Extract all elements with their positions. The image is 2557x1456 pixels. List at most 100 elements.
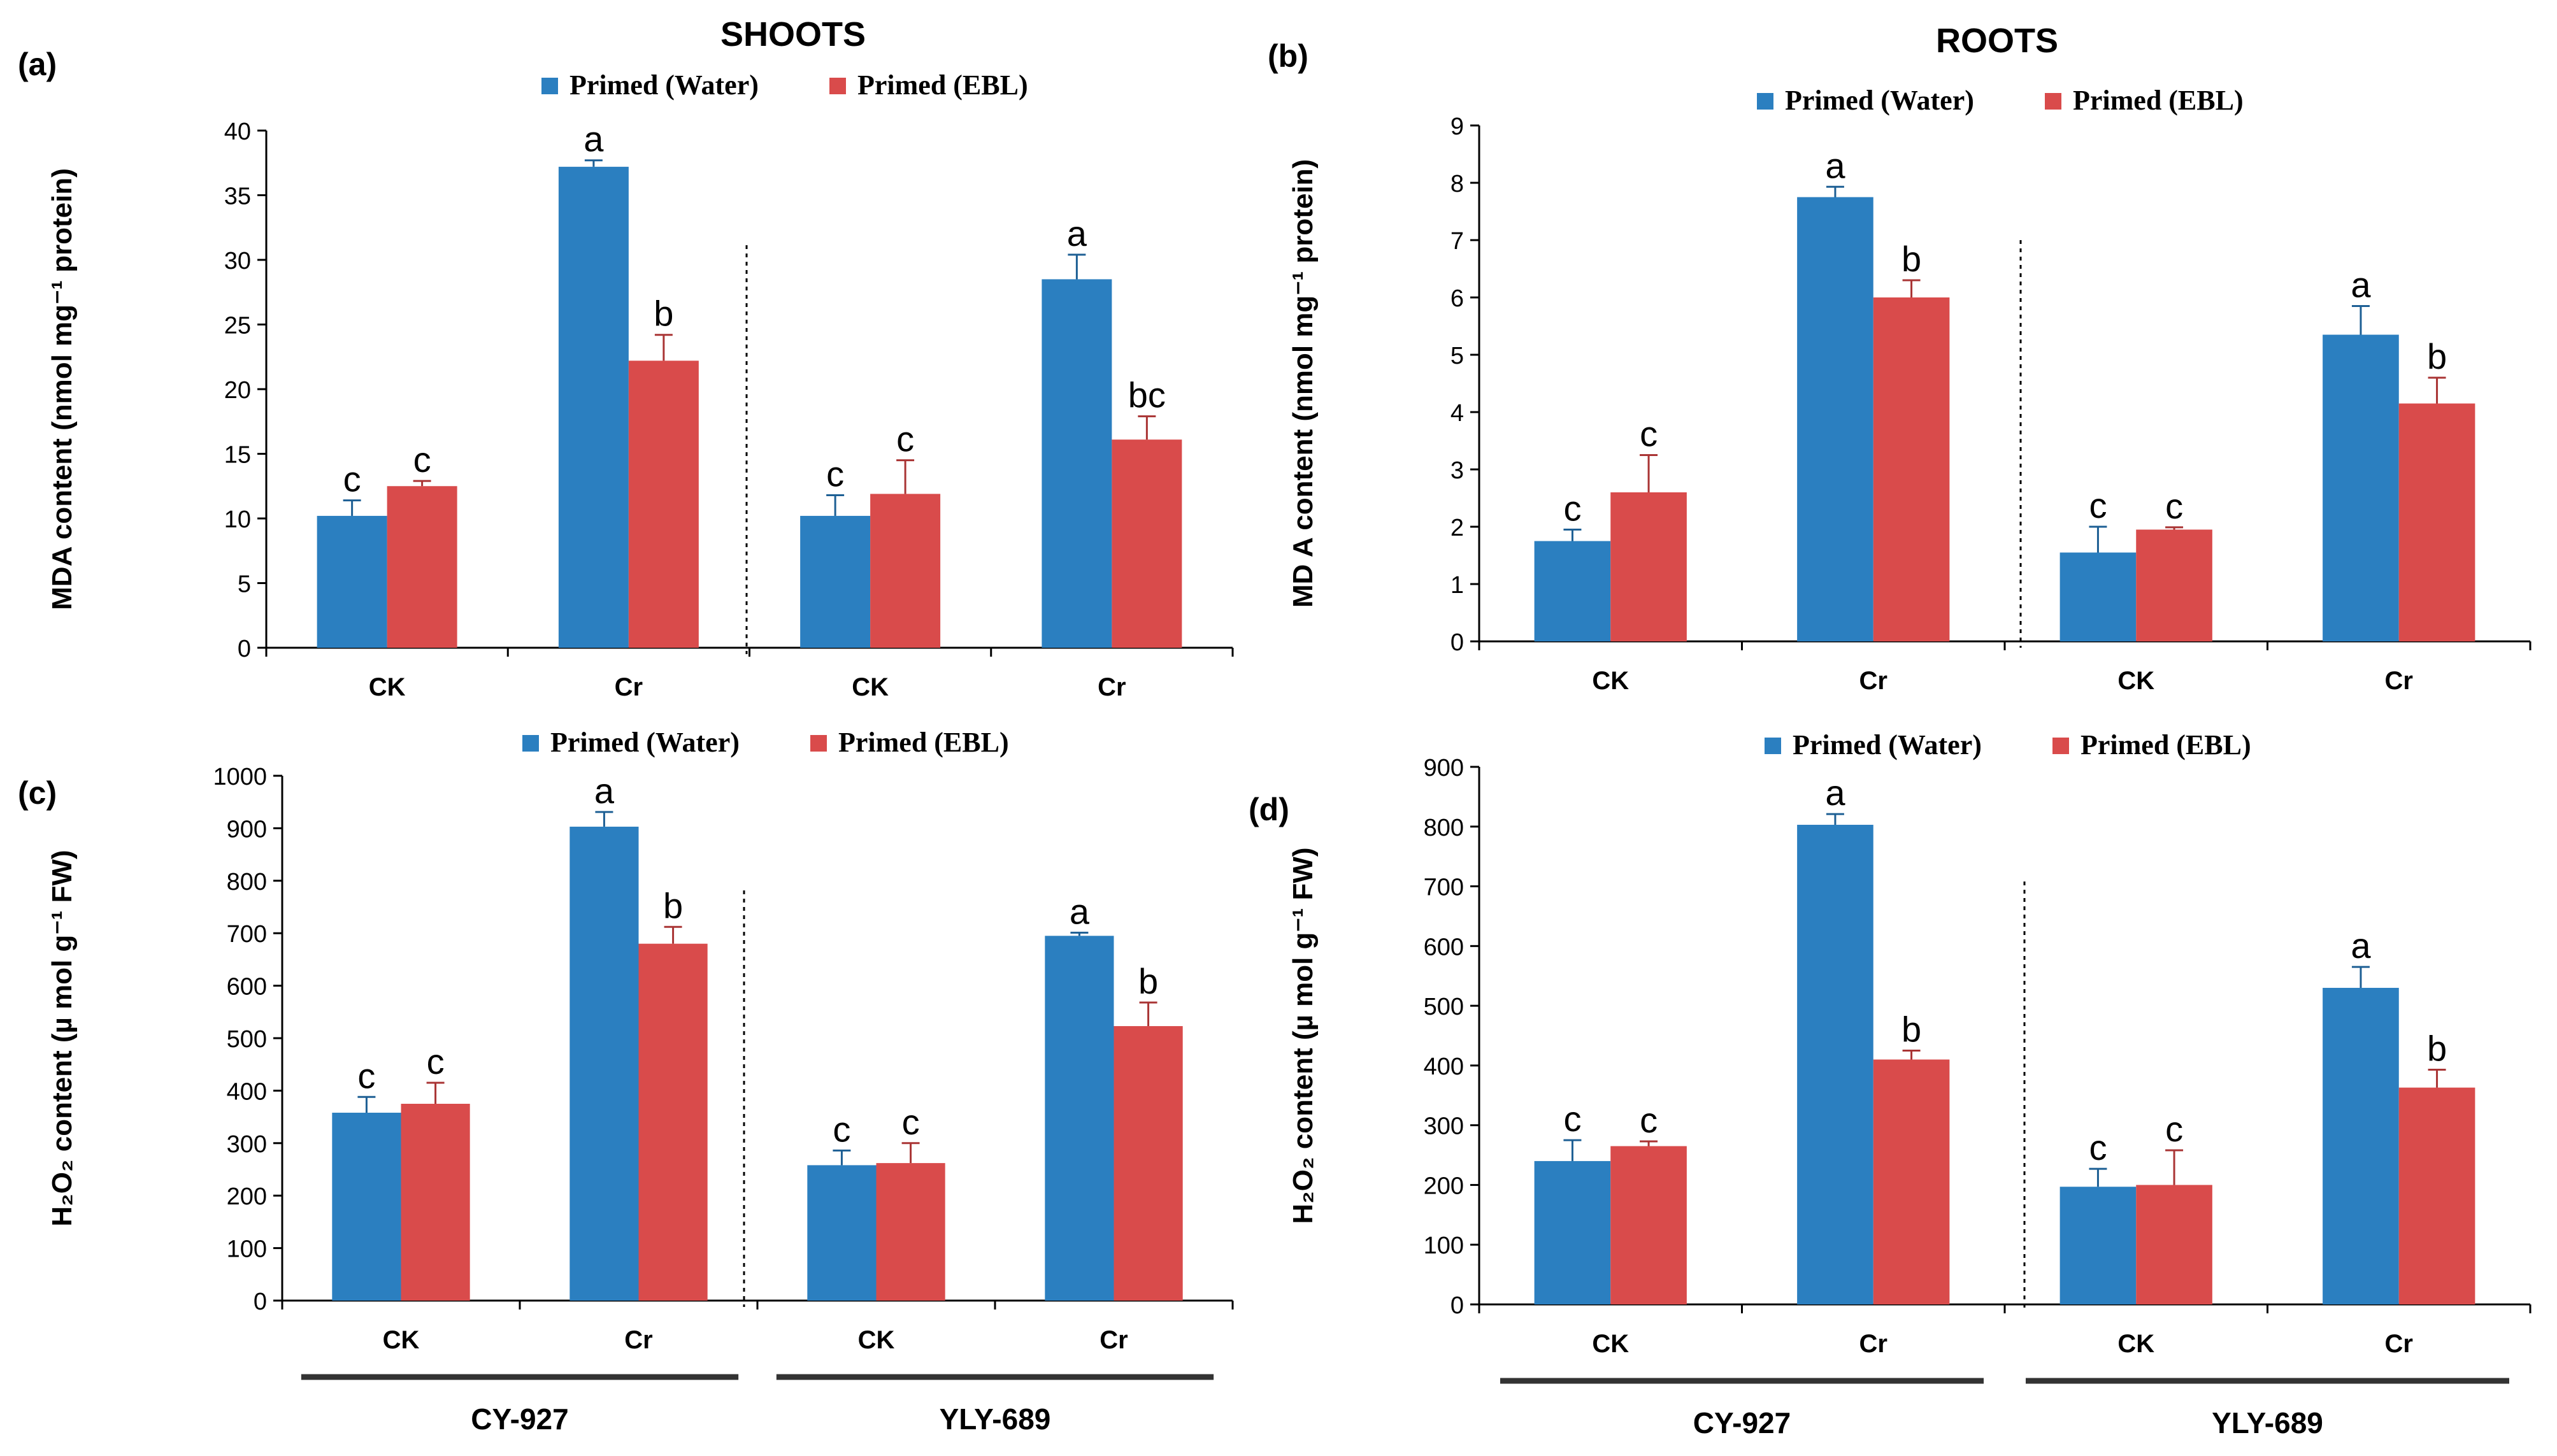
chart-panel-d: (d) Primed (Water) Primed (EBL) 0 100 200 300 4… <box>1249 729 2532 1439</box>
legend-label-water: Primed (Water) <box>1785 85 1974 116</box>
legend-swatch-water <box>1757 93 1773 110</box>
bar-water-3 <box>2323 987 2399 1304</box>
roots-header: ROOTS <box>1936 22 2058 60</box>
bar-water-1 <box>558 166 629 648</box>
bar-water-0 <box>1534 1160 1611 1304</box>
y-tick-label: 5 <box>1450 343 1464 369</box>
chart-panel-b: (b) Primed (Water) Primed (EBL) 0 1 2 3 4 5 6 7 8 9 M… <box>1268 38 2532 695</box>
legend-swatch-ebl <box>829 78 846 94</box>
bar-water-1 <box>1797 824 1873 1304</box>
legend-label-water: Primed (Water) <box>569 69 759 101</box>
bar-ebl-2 <box>876 1163 945 1301</box>
cultivar-label: YLY-689 <box>2212 1406 2323 1439</box>
y-tick-label: 100 <box>227 1236 267 1263</box>
significance-letter: c <box>833 1109 850 1149</box>
significance-letter: b <box>654 294 673 334</box>
bar-ebl-0 <box>1610 492 1687 641</box>
legend: Primed (Water) Primed (EBL) <box>522 727 1009 758</box>
x-category-label: Cr <box>1098 673 1126 701</box>
legend-swatch-water <box>1765 738 1781 754</box>
bar-ebl-0 <box>387 486 457 648</box>
bar-ebl-1 <box>1873 1059 1950 1304</box>
y-tick-label: 800 <box>1424 815 1464 841</box>
x-category-label: CK <box>852 673 889 701</box>
y-tick-label: 4 <box>1450 400 1464 427</box>
y-tick-label: 15 <box>224 442 251 469</box>
y-tick-label: 0 <box>1450 629 1464 656</box>
y-tick-label: 200 <box>1424 1173 1464 1199</box>
significance-letter: c <box>2165 1109 2183 1149</box>
legend-label-water: Primed (Water) <box>1793 729 1982 760</box>
y-tick-label: 200 <box>227 1183 267 1210</box>
significance-letter: c <box>2089 1127 2107 1167</box>
legend-swatch-ebl <box>2045 93 2061 110</box>
bar-water-0 <box>317 515 387 648</box>
significance-letter: c <box>357 1055 375 1096</box>
x-category-label: Cr <box>615 673 643 701</box>
significance-letter: c <box>902 1102 920 1142</box>
x-category-label: Cr <box>624 1326 652 1354</box>
y-tick-label: 8 <box>1450 171 1464 197</box>
bar-ebl-3 <box>2398 1087 2475 1304</box>
bar-water-1 <box>569 826 639 1301</box>
y-tick-label: 5 <box>238 571 251 598</box>
bar-water-2 <box>807 1165 877 1301</box>
significance-letter: c <box>2089 485 2107 525</box>
bar-ebl-1 <box>638 943 708 1301</box>
legend-label-ebl: Primed (EBL) <box>857 69 1028 101</box>
bar-water-2 <box>800 515 871 648</box>
bar-ebl-0 <box>401 1104 470 1301</box>
y-tick-label: 600 <box>1424 934 1464 960</box>
significance-letter: c <box>427 1041 445 1081</box>
bar-water-0 <box>332 1113 401 1301</box>
legend-label-ebl: Primed (EBL) <box>838 727 1009 758</box>
shoots-header: SHOOTS <box>720 15 866 54</box>
y-tick-label: 0 <box>238 636 251 662</box>
significance-letter: b <box>1902 1009 1921 1049</box>
significance-letter: a <box>1067 213 1087 253</box>
bar-ebl-2 <box>2136 1185 2212 1304</box>
legend-swatch-water <box>541 78 558 94</box>
legend: Primed (Water) Primed (EBL) <box>1765 729 2251 760</box>
charts-layer: (a)Primed (Water) Primed (EBL)05101520253… <box>18 38 2532 1439</box>
significance-letter: a <box>594 771 615 811</box>
y-tick-label: 0 <box>1450 1292 1464 1319</box>
significance-letter: a <box>2351 265 2371 305</box>
significance-letter: c <box>1563 1099 1581 1139</box>
legend: Primed (Water) Primed (EBL) <box>1757 85 2244 116</box>
y-tick-label: 0 <box>254 1288 267 1315</box>
significance-letter: c <box>896 419 914 459</box>
y-tick-label: 10 <box>224 506 251 533</box>
significance-letter: b <box>2427 336 2447 376</box>
significance-letter: c <box>1563 489 1581 529</box>
y-tick-label: 100 <box>1424 1232 1464 1259</box>
significance-letter: c <box>343 459 361 499</box>
x-category-label: Cr <box>2385 1330 2413 1358</box>
y-tick-label: 35 <box>224 183 251 210</box>
y-tick-label: 600 <box>227 974 267 1001</box>
y-tick-label: 25 <box>224 313 251 339</box>
panel-label: (d) <box>1249 792 1289 827</box>
significance-letter: b <box>2427 1028 2447 1068</box>
y-axis-label: H₂O₂ content (µ mol g⁻¹ FW) <box>47 850 78 1226</box>
bar-ebl-1 <box>628 360 699 648</box>
significance-letter: a <box>1825 145 1845 185</box>
bar-water-0 <box>1534 541 1611 641</box>
y-tick-label: 400 <box>227 1078 267 1105</box>
significance-letter: c <box>413 439 431 480</box>
y-tick-label: 1000 <box>213 764 267 790</box>
cultivar-label: CY-927 <box>1693 1406 1791 1439</box>
bar-water-3 <box>2323 334 2399 641</box>
chart-panel-c: (c) Primed (Water) Primed (EBL) 0 100 200 300 4… <box>18 727 1234 1436</box>
bar-ebl-1 <box>1873 297 1950 641</box>
bar-ebl-0 <box>1610 1146 1687 1304</box>
x-category-label: Cr <box>1859 667 1887 695</box>
y-tick-label: 900 <box>227 816 267 843</box>
y-tick-label: 700 <box>227 921 267 948</box>
legend: Primed (Water) Primed (EBL) <box>541 69 1028 101</box>
x-category-label: CK <box>2117 1330 2154 1358</box>
significance-letter: b <box>1138 961 1158 1001</box>
y-tick-label: 6 <box>1450 285 1464 312</box>
significance-letter: b <box>1902 239 1921 279</box>
y-tick-label: 7 <box>1450 228 1464 255</box>
